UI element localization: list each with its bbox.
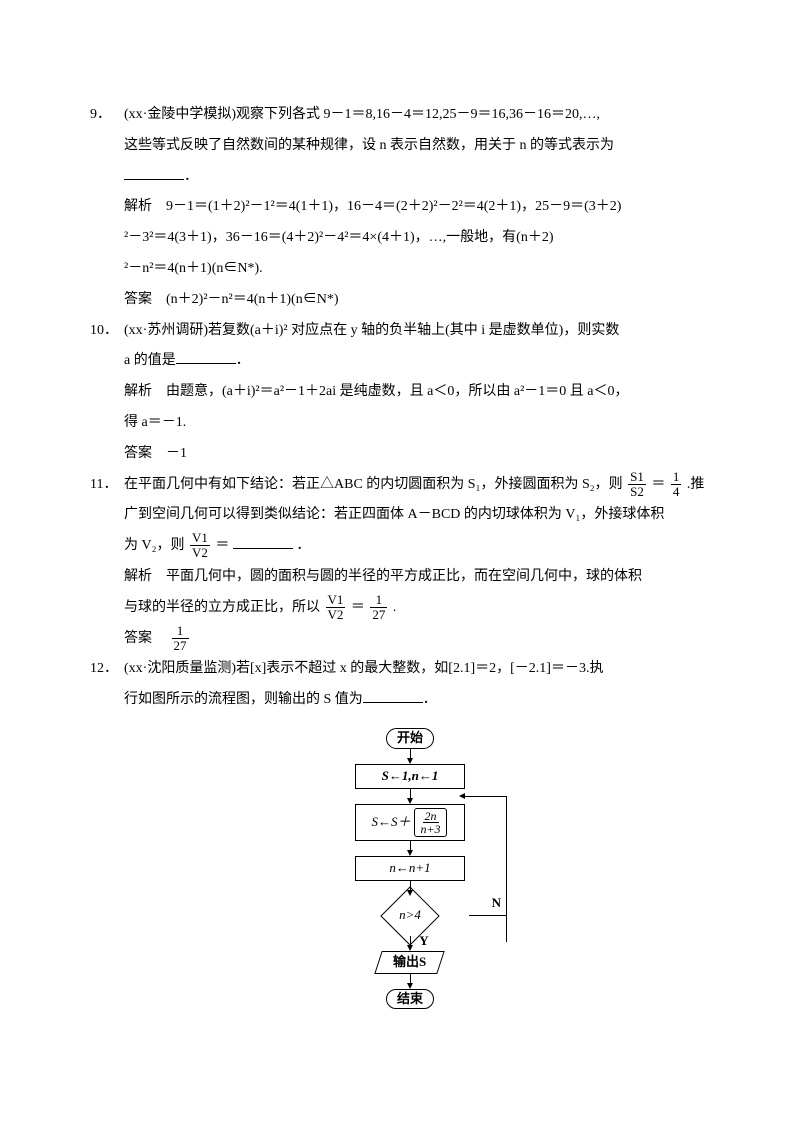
question-9: 9． (xx·金陵中学模拟)观察下列各式 9－1＝8,16－4＝12,25－9＝… xyxy=(90,100,730,316)
q11-num: 11． xyxy=(90,470,124,501)
q9-body: (xx·金陵中学模拟)观察下列各式 9－1＝8,16－4＝12,25－9＝16,… xyxy=(124,100,730,316)
flow-end: 结束 xyxy=(386,989,434,1010)
question-11: 11． 在平面几何中有如下结论：若正△ABC 的内切圆面积为 S₁，外接圆面积为… xyxy=(90,470,730,501)
q10-num: 10． xyxy=(90,316,124,347)
flow-assign: S←S＋ 2nn+3 xyxy=(355,804,465,841)
q11-sol2: 与球的半径的立方成正比，所以 V1V2 ＝ 127 . xyxy=(90,593,730,624)
blank xyxy=(363,688,423,703)
blank xyxy=(233,534,293,549)
fraction-1-27: 127 xyxy=(370,593,387,623)
q12-num: 12． xyxy=(90,654,124,685)
fraction-1-4: 14 xyxy=(671,470,682,500)
q11-line3: 为 V₂，则 V1V2 ＝ ． xyxy=(90,531,730,562)
q10-line2: a 的值是． xyxy=(90,346,730,377)
q11-line2: 广到空间几何可以得到类似结论：若正四面体 A－BCD 的内切球体积为 V₁，外接… xyxy=(90,500,730,531)
q9-line3: ． xyxy=(124,162,730,193)
q12-line1: (xx·沈阳质量监测)若[x]表示不超过 x 的最大整数，如[2.1]＝2，[－… xyxy=(124,654,730,685)
fraction-s1-s2: S1S2 xyxy=(628,470,646,500)
fraction-1-27: 127 xyxy=(172,624,189,654)
flow-init: S←1,n←1 xyxy=(355,764,465,789)
q9-ans: 答案 (n＋2)²－n²＝4(n＋1)(n∈N*) xyxy=(124,285,730,316)
flow-increment: n←n+1 xyxy=(355,856,465,881)
q11-ans: 答案 127 xyxy=(90,624,730,655)
q10-sol2: 得 a＝－1. xyxy=(90,408,730,439)
flow-bracket-fraction: 2nn+3 xyxy=(414,808,446,837)
fraction-v1-v2: V1V2 xyxy=(326,593,346,623)
page: 9． (xx·金陵中学模拟)观察下列各式 9－1＝8,16－4＝12,25－9＝… xyxy=(0,0,800,1132)
q9-line2: 这些等式反映了自然数间的某种规律，设 n 表示自然数，用关于 n 的等式表示为 xyxy=(124,131,730,162)
q12-body: (xx·沈阳质量监测)若[x]表示不超过 x 的最大整数，如[2.1]＝2，[－… xyxy=(124,654,730,685)
q12-line2: 行如图所示的流程图，则输出的 S 值为． xyxy=(90,685,730,716)
q11-sol1: 解析 平面几何中，圆的面积与圆的半径的平方成正比，而在空间几何中，球的体积 xyxy=(90,562,730,593)
q9-line1: (xx·金陵中学模拟)观察下列各式 9－1＝8,16－4＝12,25－9＝16,… xyxy=(124,100,730,131)
question-12: 12． (xx·沈阳质量监测)若[x]表示不超过 x 的最大整数，如[2.1]＝… xyxy=(90,654,730,685)
flow-start: 开始 xyxy=(386,728,434,749)
blank xyxy=(124,165,184,180)
q9-sol1: 解析 9－1＝(1＋2)²－1²＝4(1＋1)，16－4＝(2＋2)²－2²＝4… xyxy=(124,192,730,223)
flow-output: 输出S xyxy=(375,951,446,974)
q9-sol2: ²－3²＝4(3＋1)，36－16＝(4＋2)²－4²＝4×(4＋1)，…,一般… xyxy=(124,223,730,254)
q10-body: (xx·苏州调研)若复数(a＋i)² 对应点在 y 轴的负半轴上(其中 i 是虚… xyxy=(124,316,730,347)
flow-no-label: N xyxy=(492,895,501,912)
flowchart: 开始 S←1,n←1 S←S＋ 2nn+3 n←n+1 xyxy=(90,728,730,1009)
fraction-v1-v2: V1V2 xyxy=(190,531,210,561)
flow-loop-region: S←S＋ 2nn+3 n←n+1 n>4 N xyxy=(355,804,465,936)
question-10: 10． (xx·苏州调研)若复数(a＋i)² 对应点在 y 轴的负半轴上(其中 … xyxy=(90,316,730,347)
q10-line1: (xx·苏州调研)若复数(a＋i)² 对应点在 y 轴的负半轴上(其中 i 是虚… xyxy=(124,316,730,347)
q11-body: 在平面几何中有如下结论：若正△ABC 的内切圆面积为 S₁，外接圆面积为 S₂，… xyxy=(124,470,730,501)
flow-decision: n>4 xyxy=(382,896,438,936)
q10-sol1: 解析 由题意，(a＋i)²＝a²－1＋2ai 是纯虚数，且 a＜0，所以由 a²… xyxy=(90,377,730,408)
q9-num: 9． xyxy=(90,100,124,316)
q10-ans: 答案 －1 xyxy=(90,439,730,470)
q9-sol3: ²－n²＝4(n＋1)(n∈N*). xyxy=(124,254,730,285)
blank xyxy=(176,349,236,364)
